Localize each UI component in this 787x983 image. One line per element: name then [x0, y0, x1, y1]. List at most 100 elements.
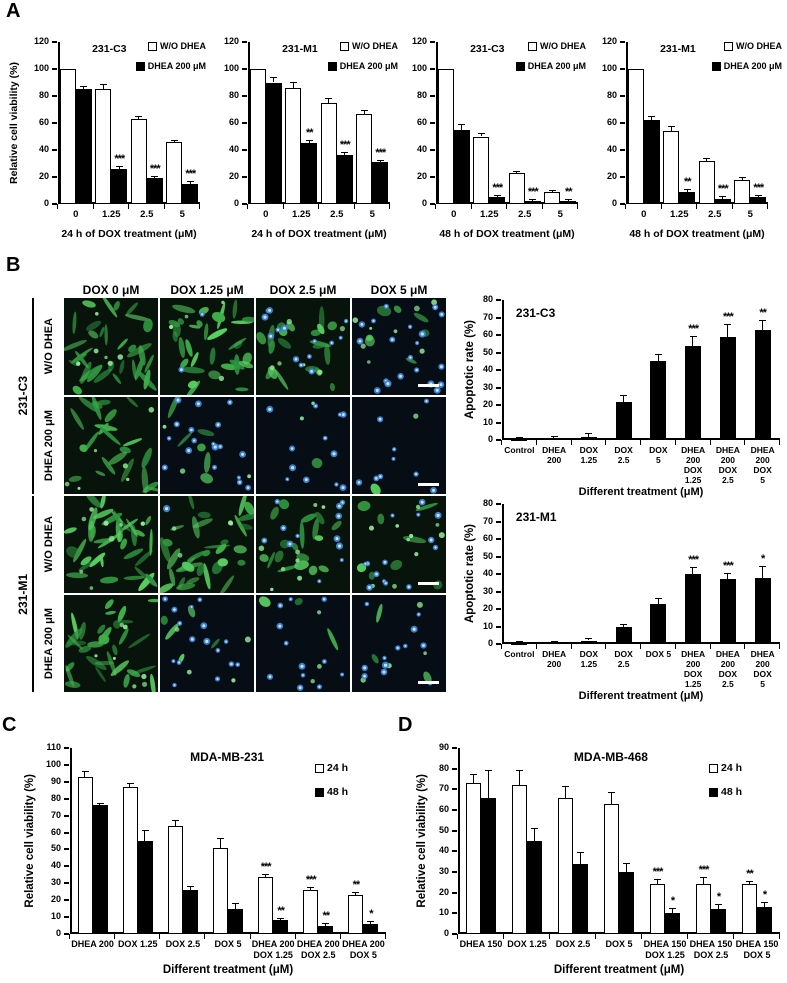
y-tick	[52, 41, 57, 43]
micro-tile	[352, 397, 446, 494]
bar-filled	[453, 129, 470, 204]
error-bar-stem	[533, 828, 535, 841]
error-bar-cap	[703, 157, 711, 159]
y-tick-label: 100	[411, 63, 427, 73]
error-bar-stem	[741, 178, 743, 180]
error-bar-cap	[277, 917, 285, 919]
y-tick-label: 30	[482, 585, 493, 596]
error-bar-cap	[513, 170, 521, 172]
y-tick	[452, 912, 457, 915]
bar-filled	[650, 361, 667, 440]
bar-open	[249, 69, 266, 204]
y-tick	[496, 316, 501, 319]
y-tick	[496, 625, 501, 628]
y-tick	[452, 933, 457, 935]
y-tick-label: 10	[438, 907, 449, 918]
bar-open	[512, 785, 527, 934]
error-bar-stem	[625, 863, 627, 872]
legend-swatch-open	[148, 41, 157, 51]
x-tick	[640, 644, 641, 649]
legend-swatch-open	[314, 763, 324, 773]
error-bar-stem	[657, 599, 659, 604]
y-tick	[452, 850, 457, 853]
error-bar-cap	[648, 115, 656, 117]
plot-area	[626, 42, 768, 204]
x-category-label: 2.5	[708, 209, 722, 220]
x-category-label: DHEA 200 DOX 2.5	[715, 445, 740, 486]
y-tick-label: 20	[228, 171, 239, 181]
error-bar-stem	[763, 903, 765, 908]
legend-item: DHEA 200 μM	[327, 61, 398, 71]
bar-filled	[619, 872, 634, 934]
y-tick-label: 120	[601, 36, 617, 46]
y-tick	[496, 299, 501, 301]
apoptosis-chart-231-m1: Apoptotic rate (%) 0 10 20 30 40 50 60 70 80 *** **…	[462, 490, 784, 706]
y-tick	[430, 149, 435, 151]
y-tick	[52, 95, 57, 97]
y-tick-label: 40	[438, 845, 449, 856]
bar-filled	[546, 642, 563, 645]
y-tick	[242, 203, 247, 205]
bar-open	[734, 179, 751, 204]
y-tick-label: 40	[606, 144, 617, 154]
y-tick	[430, 95, 435, 97]
error-bar-stem	[532, 200, 533, 202]
cell-line-group-label: 231-M1	[14, 496, 34, 692]
significance-stars: ***	[527, 186, 539, 199]
micro-tile	[64, 298, 158, 395]
error-bar-stem	[727, 325, 729, 337]
y-tick-label: 10	[482, 416, 493, 427]
error-bar-cap	[585, 638, 593, 640]
bar-open	[166, 141, 183, 204]
y-tick	[620, 41, 625, 43]
y-tick-label: 0	[611, 198, 617, 208]
x-category-label: DHEA 200	[71, 939, 114, 949]
y-tick	[496, 643, 501, 645]
y-tick	[496, 573, 501, 575]
significance-stars: ***	[717, 183, 729, 196]
error-bar-stem	[264, 874, 266, 877]
bar-open	[558, 797, 573, 934]
x-category-label: DOX 1.25	[579, 445, 599, 466]
x-tick	[470, 204, 472, 209]
bar-filled	[714, 198, 731, 204]
significance-stars: *	[670, 895, 675, 908]
error-bar-cap	[341, 151, 349, 153]
bar-open	[320, 102, 337, 204]
error-bar-stem	[363, 110, 365, 114]
viability-chart-mda-mb-468: Relative cell viability (%) 0 10 20 30 40 50 60…	[414, 734, 786, 980]
y-tick-label: 0	[421, 198, 427, 208]
y-tick	[452, 871, 457, 873]
x-tick	[163, 204, 165, 209]
y-tick	[430, 122, 435, 124]
y-tick-label: 80	[228, 90, 239, 100]
micro-tile	[352, 298, 446, 395]
bar-filled	[679, 191, 696, 204]
bar-filled	[719, 579, 736, 644]
y-tick-label: 40	[50, 860, 61, 871]
y-axis-label: Relative cell viability (%)	[24, 774, 36, 908]
error-bar-cap	[141, 829, 149, 831]
bar-open	[258, 876, 274, 934]
y-tick-label: 60	[50, 826, 61, 837]
error-bar-stem	[138, 116, 139, 119]
y-tick	[496, 334, 501, 336]
error-bar-stem	[308, 140, 310, 144]
x-tick	[744, 440, 746, 445]
bar-filled	[372, 162, 389, 204]
x-tick	[549, 934, 550, 939]
bar-filled	[750, 197, 767, 204]
error-bar-cap	[81, 770, 89, 772]
bar-open	[698, 160, 715, 204]
x-tick	[503, 934, 504, 939]
bar-open	[348, 895, 364, 934]
chart-title: MDA-MB-468	[573, 750, 648, 764]
y-tick	[496, 538, 501, 540]
significance-stars: ***	[185, 168, 196, 181]
error-bar-stem	[154, 177, 155, 179]
error-bar-cap	[170, 139, 178, 141]
y-tick	[242, 95, 247, 97]
error-bar-stem	[496, 195, 498, 198]
y-tick-label: 80	[438, 762, 449, 773]
